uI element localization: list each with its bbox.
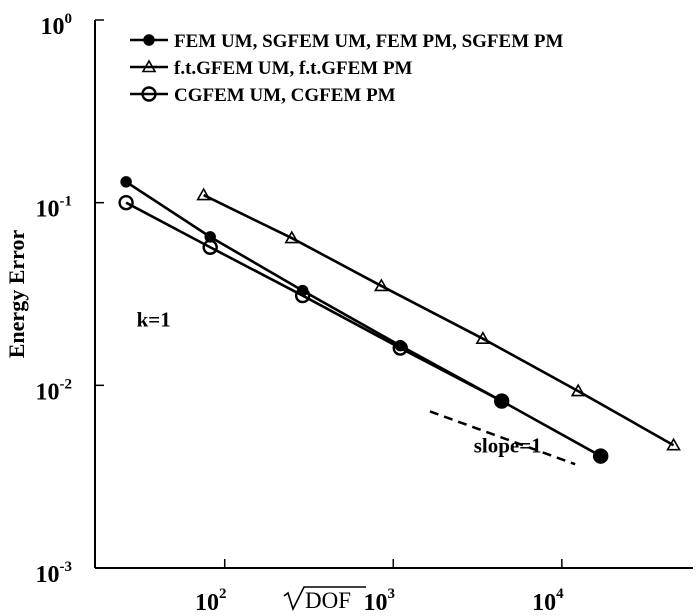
x-axis-title-text: DOF (305, 588, 351, 613)
data-point-open-triangle (196, 187, 212, 201)
x-tick-base: 10 (364, 590, 388, 616)
sqrt-symbol (283, 586, 366, 612)
y-tick-base: 10 (41, 14, 65, 40)
series-line (125, 201, 503, 403)
y-tick-base: 10 (36, 379, 60, 405)
data-point-open-circle (202, 239, 218, 255)
series-0 (120, 176, 609, 464)
data-point-open-triangle (570, 383, 586, 397)
series-line (125, 180, 602, 458)
x-axis-title: DOF (283, 586, 366, 613)
y-axis-title: Energy Error (4, 230, 29, 359)
data-point-open-triangle (373, 278, 389, 292)
data-point-open-circle (294, 287, 311, 304)
legend: FEM UM, SGFEM UM, FEM PM, SGFEM PM f.t.GF… (130, 31, 563, 106)
data-point-open-triangle (666, 437, 681, 451)
legend-label: CGFEM UM, CGFEM PM (174, 85, 396, 106)
x-tick-exponent: 4 (556, 586, 564, 602)
reference-slope-line (429, 410, 576, 466)
y-tick-exponent: -3 (60, 559, 73, 575)
series-2 (118, 194, 510, 409)
x-tick-base: 10 (532, 590, 556, 616)
data-point-open-circle (494, 393, 510, 409)
data-point-open-circle (392, 340, 408, 356)
y-tick-label: 10-2 (36, 376, 73, 405)
y-tick-exponent: 0 (65, 11, 73, 27)
annotation-text: slope=1 (474, 433, 542, 457)
data-point-open-triangle (141, 59, 157, 73)
data-point-open-triangle (284, 230, 300, 244)
x-tick-base: 10 (195, 590, 219, 616)
x-tick-exponent: 3 (388, 586, 396, 602)
x-tick-label: 104 (532, 586, 564, 616)
data-point-filled-circle (120, 176, 132, 188)
y-tick-label: 10-1 (36, 194, 73, 223)
data-point-open-circle (118, 194, 134, 211)
legend-item: CGFEM UM, CGFEM PM (130, 85, 396, 106)
data-point-filled-circle (143, 34, 155, 46)
series-line (203, 193, 675, 447)
y-tick-exponent: -2 (60, 376, 73, 392)
annotation-text: k=1 (137, 307, 171, 331)
y-tick-base: 10 (36, 197, 60, 223)
y-tick-base: 10 (36, 562, 60, 588)
legend-item: FEM UM, SGFEM UM, FEM PM, SGFEM PM (130, 31, 563, 52)
x-tick-label: 102 (195, 586, 227, 616)
series-1 (196, 187, 681, 451)
y-tick-exponent: -1 (60, 194, 73, 210)
reference-slope-segment (429, 410, 576, 466)
series-layer (118, 176, 681, 464)
x-tick-label: 103 (364, 586, 396, 616)
legend-label: f.t.GFEM UM, f.t.GFEM PM (174, 58, 413, 79)
y-tick-label: 10-3 (36, 559, 73, 588)
legend-item: f.t.GFEM UM, f.t.GFEM PM (130, 58, 413, 79)
axis-titles: Energy Error DOF (4, 230, 366, 613)
data-point-open-triangle (475, 331, 491, 345)
x-tick-exponent: 2 (219, 586, 227, 602)
data-point-open-circle (141, 86, 157, 102)
annotations: k=1 slope=1 (137, 307, 542, 457)
legend-label: FEM UM, SGFEM UM, FEM PM, SGFEM PM (174, 31, 563, 52)
data-point-filled-circle (592, 448, 609, 464)
y-tick-label: 100 (41, 11, 73, 40)
